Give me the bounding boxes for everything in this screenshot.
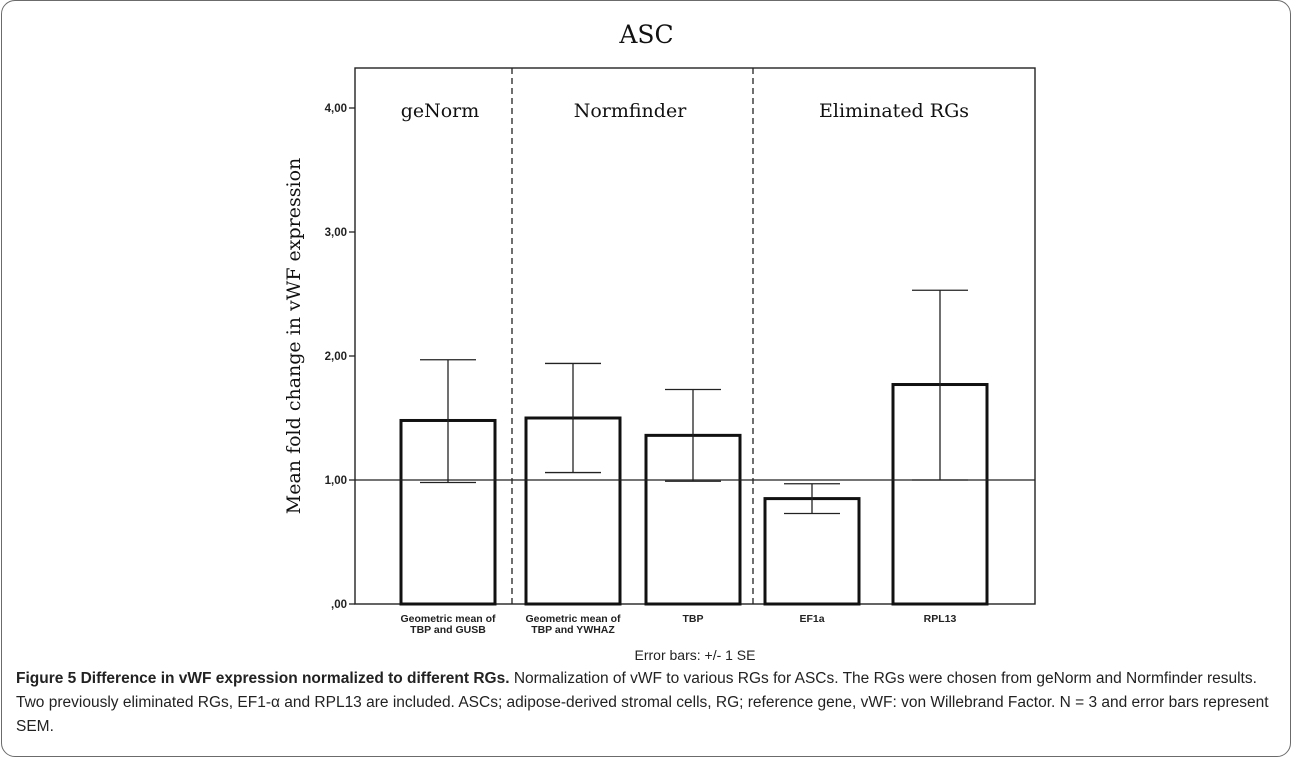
y-axis-label: Mean fold change in vWF expression — [283, 158, 305, 514]
x-tick-label-3-0: EF1a — [799, 613, 824, 625]
x-tick-label-2-0: TBP — [683, 613, 704, 625]
chart-title: ASC — [619, 20, 674, 49]
figure-caption: Figure 5 Difference in vWF expression no… — [16, 667, 1278, 739]
group-label-0: geNorm — [401, 100, 480, 122]
x-tick-label-1-0: Geometric mean of — [525, 613, 621, 625]
x-tick-label-0-1: TBP and GUSB — [410, 624, 486, 636]
y-tick-label-4: 4,00 — [325, 103, 347, 115]
group-label-2: Eliminated RGs — [819, 100, 969, 122]
y-tick-label-2: 2,00 — [325, 351, 347, 363]
y-tick-label-3: 3,00 — [325, 227, 347, 239]
caption-label: Figure 5 Difference in vWF expression no… — [16, 670, 510, 687]
y-tick-label-0: ,00 — [331, 599, 347, 611]
caption-text: Normalization of vWF to various RGs for … — [16, 670, 1269, 735]
x-tick-label-4-0: RPL13 — [924, 613, 957, 625]
bar-3 — [763, 497, 861, 606]
group-label-1: Normfinder — [574, 100, 687, 122]
chart-svg: geNorm Normfinder Eliminated RGs ,00 1,00 2,0… — [283, 67, 1036, 663]
x-tick-label-1-1: TBP and YWHAZ — [531, 624, 615, 636]
x-tick-label-0-0: Geometric mean of — [400, 613, 496, 625]
y-tick-label-1: 1,00 — [325, 475, 347, 487]
x-axis-label: Error bars: +/- 1 SE — [635, 647, 756, 663]
